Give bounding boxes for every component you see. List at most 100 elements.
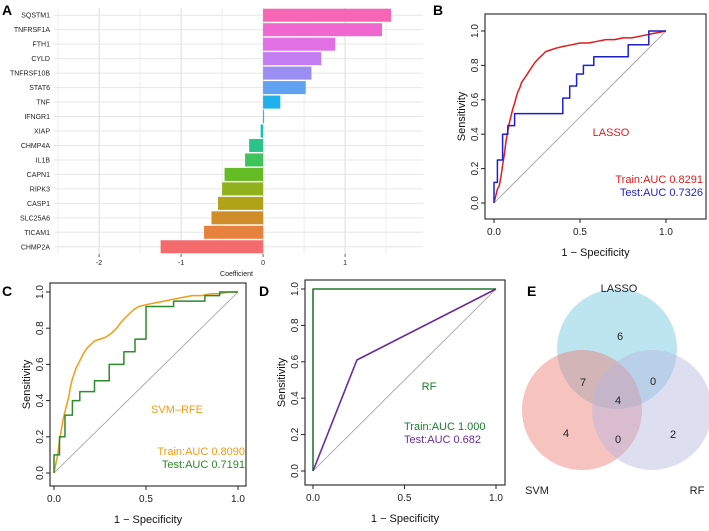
- x-axis-label-c: 1 − Specificity: [114, 514, 183, 526]
- y-axis-label-c: Sensitivity: [21, 359, 33, 409]
- bar-xiap: [260, 124, 264, 138]
- y-tick-label: 1.0: [290, 282, 301, 296]
- venn-circle-svm: [522, 350, 642, 470]
- venn-region-svm: 4: [563, 428, 569, 440]
- bar-tnfrsf1a: [263, 23, 382, 37]
- y-tick-label: 1.0: [35, 285, 46, 299]
- y-tick-label: 0.4: [290, 391, 301, 405]
- method-annotation-b: LASSO: [593, 127, 630, 139]
- method-annotation-d: RF: [422, 381, 437, 393]
- tick-label-chmp4a: CHMP4A: [21, 143, 51, 150]
- bar-cyld: [263, 52, 322, 66]
- y-tick-label: 0.6: [470, 92, 481, 106]
- tick-label-tnfrsf1a: TNFRSF1A: [14, 27, 51, 34]
- roc-curve-test: [312, 288, 497, 472]
- panel-e-venn: LASSO SVM RF 6 7 0 4 4 0 2: [522, 283, 709, 497]
- auc-label-train: Train:AUC 1.000: [404, 421, 486, 433]
- tick-label-sqstm1: SQSTM1: [21, 13, 50, 20]
- tick-label-xiap: XIAP: [34, 129, 50, 136]
- y-axis-label-d: Sensitivity: [276, 357, 288, 407]
- panel-label-c: C: [2, 283, 12, 299]
- auc-label-test: Test:AUC 0.7191: [162, 459, 245, 471]
- tick-label-tnf: TNF: [36, 100, 50, 107]
- panel-c-roc-svm-rfe: 0.0 0.2 0.4 0.6 0.8 1.0 0.0 0.5 1.0 Sensitivity 1 …: [21, 282, 247, 526]
- x-tick-label: 0.5: [139, 494, 153, 505]
- y-tick-label: 0.4: [470, 127, 481, 141]
- x-tick-label: -2: [96, 260, 102, 267]
- venn-region-lasso-svm-rf: 4: [615, 395, 621, 407]
- venn-region-lasso-rf: 0: [650, 376, 656, 388]
- plot-frame-c: [49, 282, 247, 487]
- tick-label-tnfrsf10b: TNFRSF10B: [10, 71, 50, 78]
- tick-label-chmp2a: CHMP2A: [21, 244, 51, 251]
- panel-label-b: B: [433, 2, 443, 18]
- x-tick-label: 0.0: [306, 493, 320, 504]
- panel-label-a: A: [2, 2, 12, 18]
- auc-label-test: Test:AUC 0.682: [404, 434, 481, 446]
- bar-ripk3: [222, 182, 264, 196]
- x-tick-label: 1.0: [231, 494, 245, 505]
- bar-tnf: [263, 95, 281, 109]
- panel-a-lasso-coefficients: SQSTM1 TNFRSF1A FTH1 CYLD TNFRSF10B STAT6 TNF I…: [10, 8, 423, 278]
- venn-set-label-lasso: LASSO: [601, 283, 638, 295]
- x-tick-label: 0: [261, 260, 265, 267]
- reference-diagonal: [493, 30, 667, 204]
- x-axis-label-d: 1 − Specificity: [371, 513, 440, 525]
- venn-set-label-svm: SVM: [525, 485, 549, 497]
- y-tick-label: 0.6: [35, 357, 46, 371]
- tick-label-casp1: CASP1: [27, 201, 50, 208]
- tick-label-il1b: IL1B: [36, 157, 51, 164]
- bar-capn1: [224, 167, 264, 181]
- x-tick-label: 1.0: [489, 493, 503, 504]
- venn-region-lasso-svm: 7: [580, 377, 586, 389]
- x-tick-label: 0.5: [398, 493, 412, 504]
- reference-diagonal: [53, 291, 239, 474]
- bar-chmp4a: [249, 138, 264, 152]
- tick-label-ripk3: RIPK3: [30, 186, 50, 193]
- x-tick-label: 1: [343, 260, 347, 267]
- tick-label-fth1: FTH1: [33, 42, 51, 49]
- auc-label-train: Train:AUC 0.8291: [615, 174, 703, 186]
- tick-label-capn1: CAPN1: [27, 172, 50, 179]
- tick-label-cyld: CYLD: [31, 56, 50, 63]
- tick-label-ticam1: TICAM1: [24, 230, 50, 237]
- x-axis-label-a: Coefficient: [220, 271, 253, 278]
- y-tick-label: 0.8: [470, 58, 481, 72]
- venn-circle-lasso: [557, 289, 677, 409]
- x-tick-label: 0.5: [573, 227, 587, 238]
- y-tick-label: 0.0: [470, 196, 481, 210]
- x-axis-label-b: 1 − Specificity: [561, 247, 630, 259]
- y-tick-label: 0.2: [470, 161, 481, 175]
- y-tick-label: 0.4: [35, 393, 46, 407]
- roc-curve-train: [493, 30, 667, 204]
- y-tick-label: 0.2: [35, 429, 46, 443]
- y-tick-label: 0.6: [290, 354, 301, 368]
- tick-label-slc25a6: SLC25A6: [20, 215, 50, 222]
- tick-label-ifngr1: IFNGR1: [24, 114, 50, 121]
- y-tick-label: 0.0: [290, 464, 301, 478]
- plot-frame-d: [304, 279, 506, 486]
- tick-label-stat6: STAT6: [29, 85, 50, 92]
- bar-slc25a6: [211, 211, 264, 225]
- bar-ifngr1: [263, 110, 265, 124]
- bar-fth1: [263, 37, 336, 51]
- roc-curve-train: [312, 288, 496, 471]
- y-tick-label: 0.2: [290, 427, 301, 441]
- auc-label-train: Train:AUC 0.8090: [157, 446, 245, 458]
- panel-b-roc-lasso: 0.0 0.2 0.4 0.6 0.8 1.0 0.0 0.5 1.0 Sensitivity 1 …: [456, 13, 707, 259]
- bar-ticam1: [204, 225, 264, 239]
- y-axis-label-b: Sensitivity: [456, 91, 468, 141]
- reference-diagonal: [312, 288, 497, 472]
- method-annotation-c: SVM–RFE: [151, 404, 203, 416]
- x-tick-label: 0.0: [47, 494, 61, 505]
- venn-region-svm-rf: 0: [615, 434, 621, 446]
- bar-casp1: [218, 196, 264, 210]
- y-tick-label: 0.0: [35, 466, 46, 480]
- y-tick-label: 1.0: [470, 24, 481, 38]
- panel-label-d: D: [259, 283, 269, 299]
- bar-tnfrsf10b: [263, 66, 312, 80]
- venn-set-label-rf: RF: [690, 485, 705, 497]
- bar-sqstm1: [263, 8, 392, 22]
- x-tick-label: 0.0: [487, 227, 501, 238]
- bar-stat6: [263, 81, 306, 95]
